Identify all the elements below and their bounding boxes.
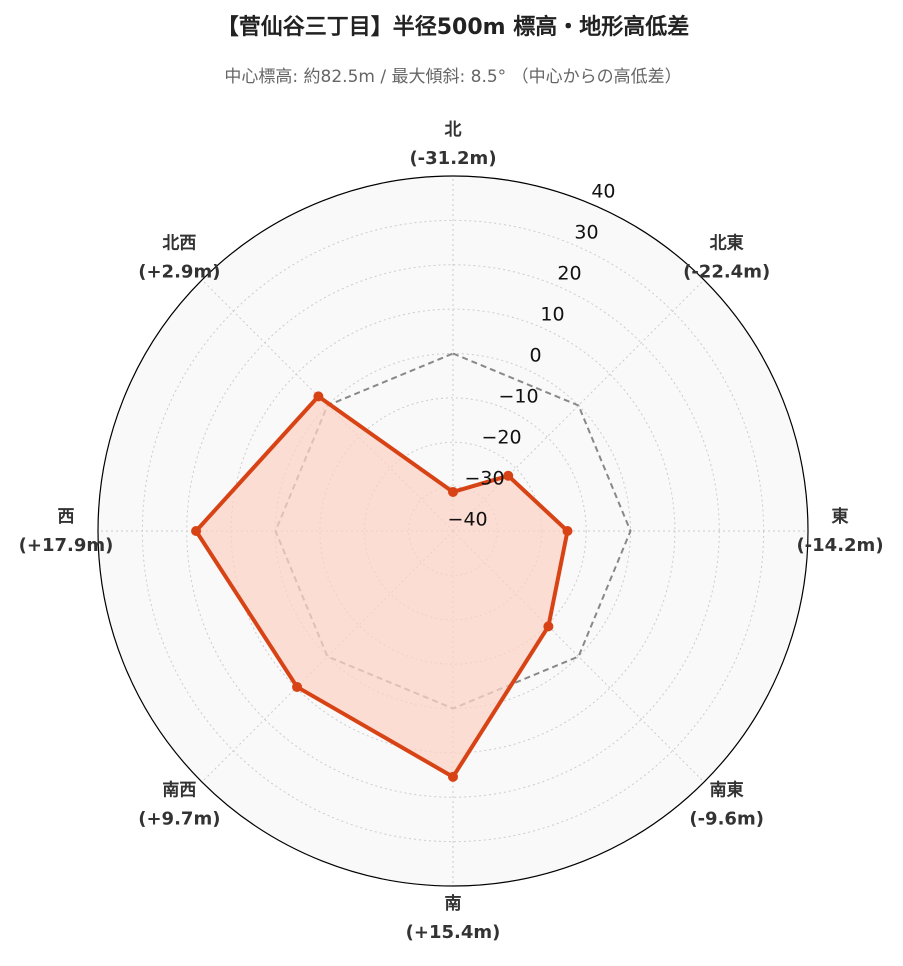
value-label: (+15.4m): [406, 922, 501, 943]
y-tick-label: −30: [465, 467, 505, 489]
plot-outline: [97, 175, 809, 887]
category-label: 南西: [162, 780, 196, 801]
value-label: (-9.6m): [689, 809, 764, 830]
data-point: [448, 771, 458, 782]
grid-spoke: [201, 530, 454, 783]
grid-spoke: [452, 279, 705, 532]
data-point: [313, 391, 324, 402]
category-label: 北: [445, 120, 462, 140]
y-tick-label: 10: [540, 303, 564, 325]
chart-subtitle: 中心標高: 約82.5m / 最大傾斜: 8.5° （中心からの高低差）: [224, 67, 681, 87]
category-label: 西: [58, 507, 75, 527]
category-label: 北東: [710, 232, 744, 253]
data-point: [562, 526, 573, 536]
category-label: 東: [832, 506, 849, 527]
y-tick-label: −10: [498, 385, 538, 407]
y-tick-label: 30: [574, 221, 598, 243]
y-tick-label: 40: [591, 180, 615, 202]
data-point: [543, 621, 554, 632]
data-point: [448, 486, 458, 497]
data-point: [292, 681, 303, 692]
grid-spoke: [452, 530, 705, 783]
y-tick-label: −20: [482, 426, 522, 448]
category-label: 南: [445, 893, 462, 914]
grid-circle: [319, 397, 587, 665]
y-tick-label: 20: [557, 262, 581, 284]
value-label: (-14.2m): [796, 535, 883, 556]
value-label: (+17.9m): [19, 535, 114, 556]
value-label: (-22.4m): [683, 261, 770, 282]
data-point: [191, 526, 202, 536]
y-tick-label: 0: [529, 344, 541, 366]
category-label: 北西: [162, 233, 196, 253]
chart-title: 【菅仙谷三丁目】半径500m 標高・地形高低差: [217, 14, 690, 40]
value-label: (+2.9m): [138, 261, 220, 282]
y-tick-label: −40: [448, 508, 488, 530]
value-label: (-31.2m): [409, 148, 496, 169]
value-label: (+9.7m): [138, 809, 220, 830]
category-label: 南東: [710, 780, 744, 801]
data-point: [503, 470, 514, 481]
grid-spoke: [201, 279, 454, 532]
